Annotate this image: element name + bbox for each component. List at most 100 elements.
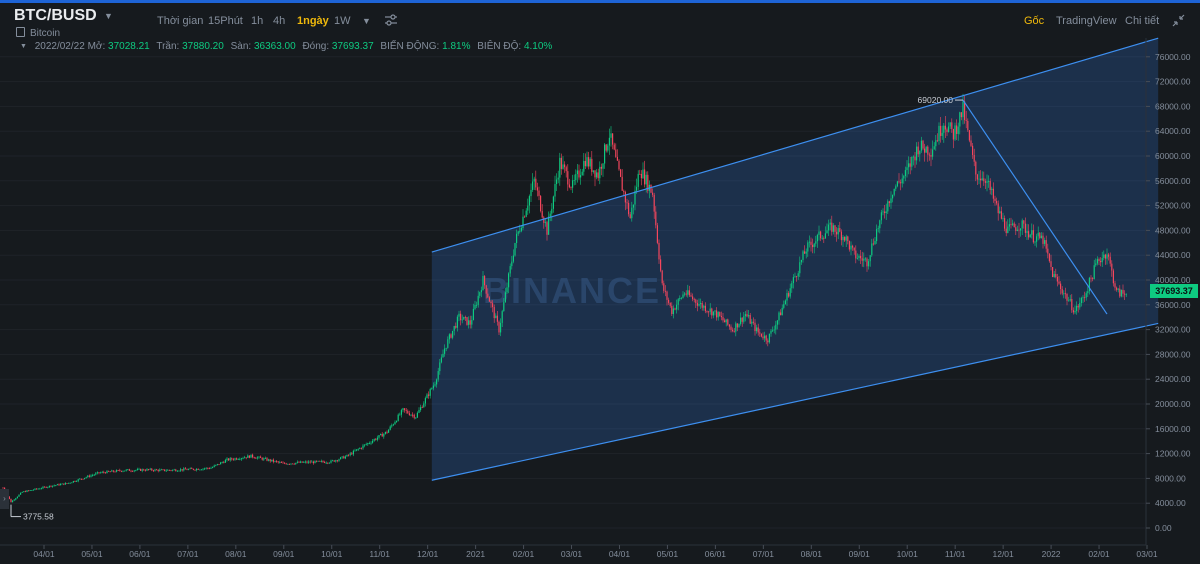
candle-body: [450, 334, 452, 338]
candle-body: [511, 261, 513, 267]
watermark: BINANCE: [483, 270, 661, 311]
candle-body: [231, 458, 233, 460]
candle-body: [213, 465, 215, 468]
candle-body: [410, 414, 412, 416]
candle-body: [128, 469, 130, 471]
candle-body: [484, 275, 486, 286]
candle-body: [703, 305, 705, 308]
tab-timeframe-4h[interactable]: 4h: [273, 15, 286, 27]
candle-body: [290, 463, 292, 465]
candle-body: [992, 188, 994, 199]
tab-timeframe-1h[interactable]: 1h: [251, 15, 264, 27]
tab-timeframe-1w[interactable]: 1W: [334, 15, 351, 27]
candle-body: [562, 164, 564, 169]
candle-body: [719, 312, 721, 317]
price-tick-label: 56000.00: [1155, 176, 1191, 186]
candle-body: [706, 311, 708, 313]
settings-sliders-icon[interactable]: [384, 13, 398, 27]
candle-body: [541, 211, 543, 218]
candle-body: [244, 457, 246, 459]
candle-body: [597, 172, 599, 179]
candle-body: [952, 128, 954, 140]
candle-body: [234, 458, 236, 460]
candle-body: [535, 178, 537, 188]
candle-body: [413, 414, 415, 418]
pair-dropdown-icon[interactable]: ▼: [104, 11, 113, 21]
candle-body: [495, 315, 497, 319]
candle-body: [397, 414, 399, 421]
candle-body: [47, 487, 49, 488]
candle-body: [308, 461, 310, 463]
candle-body: [980, 178, 982, 181]
candle-body: [448, 334, 450, 340]
channel-upper-line[interactable]: [431, 37, 1159, 253]
candle-body: [472, 308, 474, 320]
candle-body: [773, 329, 775, 331]
candle-body: [274, 460, 276, 462]
candle-body: [336, 460, 338, 462]
candle-body: [248, 455, 250, 458]
legend-collapse-icon[interactable]: ▼: [20, 43, 27, 50]
price-tick-label: 0.00: [1155, 523, 1172, 533]
tab-view-tradingview[interactable]: TradingView: [1056, 15, 1117, 27]
more-timeframes-icon[interactable]: ▼: [362, 16, 371, 26]
candle-body: [544, 222, 546, 224]
left-collapse-icon[interactable]: ›: [0, 489, 9, 509]
candle-body: [1029, 234, 1031, 238]
candle-body: [71, 482, 73, 484]
ohlc-high-label: Trần:: [156, 41, 180, 52]
candle-body: [28, 490, 30, 492]
candle-body: [10, 498, 12, 503]
pair-title[interactable]: BTC/BUSD: [14, 7, 97, 24]
candle-body: [461, 319, 463, 321]
tab-timeframe-1d[interactable]: 1ngày: [297, 15, 329, 27]
candle-body: [868, 261, 870, 267]
candle-body: [447, 339, 449, 348]
candle-body: [404, 408, 406, 411]
candle-body: [960, 112, 962, 118]
channel-lower-line[interactable]: [431, 322, 1159, 481]
candle-body: [188, 469, 190, 470]
candle-body: [82, 478, 84, 480]
tab-timeframe-time[interactable]: Thời gian: [157, 15, 204, 27]
candle-body: [316, 460, 318, 462]
candle-body: [314, 460, 316, 464]
candle-body: [477, 295, 479, 305]
candle-body: [1055, 274, 1057, 277]
candle-body: [668, 299, 670, 303]
tab-view-depth[interactable]: Chi tiết: [1125, 15, 1160, 27]
candle-body: [1074, 310, 1076, 313]
candle-body: [108, 470, 110, 472]
ohlc-date: 2022/02/22: [34, 41, 85, 52]
candle-body: [602, 163, 604, 169]
candle-body: [940, 125, 942, 136]
candle-body: [629, 214, 631, 219]
candle-body: [255, 457, 257, 459]
top-accent-bar: [0, 0, 1200, 3]
candle-body: [524, 216, 526, 218]
tab-view-original[interactable]: Gốc: [1024, 15, 1045, 27]
price-tick-label: 12000.00: [1155, 449, 1191, 459]
candle-body: [874, 241, 876, 245]
candle-body: [530, 189, 532, 197]
candle-body: [1024, 223, 1026, 233]
candle-body: [781, 307, 783, 316]
candle-body: [1060, 283, 1062, 289]
candle-body: [396, 420, 398, 423]
trendline[interactable]: [962, 99, 1108, 315]
candle-body: [816, 234, 818, 242]
candle-body: [789, 288, 791, 297]
candle-body: [533, 178, 535, 182]
tab-timeframe-15m[interactable]: 15Phút: [208, 15, 243, 27]
candle-body: [786, 293, 788, 301]
candle-body: [740, 317, 742, 324]
candle-body: [744, 314, 746, 317]
candle-body: [26, 490, 28, 492]
candle-body: [922, 140, 924, 149]
candle-body: [348, 454, 350, 456]
shrink-icon[interactable]: [1172, 14, 1185, 27]
candle-body: [180, 469, 182, 471]
candle-body: [824, 233, 826, 239]
candle-body: [724, 320, 726, 323]
